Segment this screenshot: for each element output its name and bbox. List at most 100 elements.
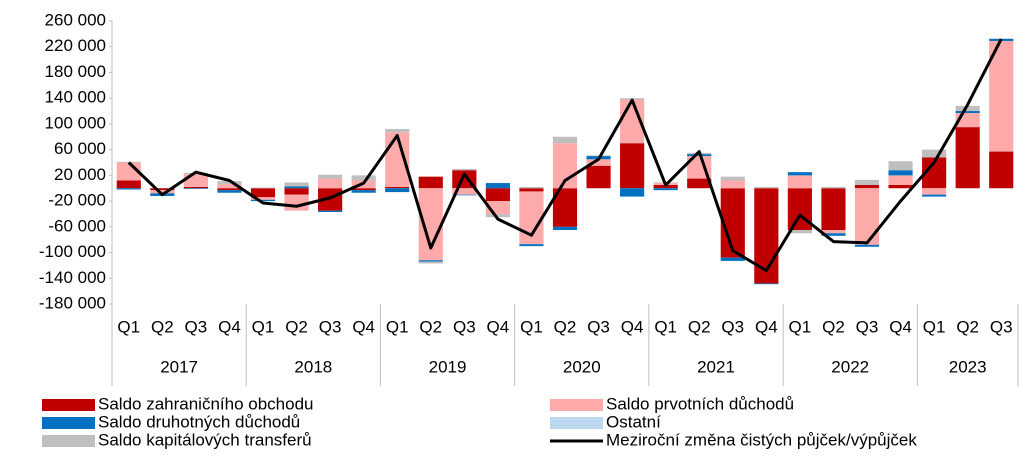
bar-segment	[955, 127, 980, 189]
bar-segment	[586, 159, 611, 166]
x-tick-label: Q4	[218, 317, 241, 336]
bar-segment	[217, 190, 242, 193]
bar-segment	[922, 149, 947, 158]
legend-swatch	[42, 399, 95, 411]
x-tick-label: Q2	[554, 317, 577, 336]
legend-swatch	[42, 417, 95, 429]
bar-segment	[687, 178, 712, 189]
bar-segment	[888, 170, 913, 176]
bar-segment	[720, 176, 745, 181]
year-label: 2017	[160, 357, 198, 376]
bar-segment	[318, 210, 343, 213]
bar-segment	[217, 188, 242, 191]
y-tick-label: -100 000	[39, 242, 106, 261]
bar-segment	[385, 186, 410, 189]
bar-segment	[955, 111, 980, 113]
x-tick-label: Q3	[453, 317, 476, 336]
x-tick-label: Q2	[956, 317, 979, 336]
x-tick-label: Q2	[822, 317, 845, 336]
x-tick-label: Q3	[990, 317, 1013, 336]
bar-segment	[351, 190, 376, 193]
x-tick-label: Q2	[688, 317, 711, 336]
bar-segment	[720, 180, 745, 189]
legend-swatch	[550, 399, 603, 411]
y-tick-label: -20 000	[48, 191, 106, 210]
bar-segment	[183, 188, 208, 189]
bar-segment	[250, 199, 276, 202]
bar-segment	[720, 257, 745, 261]
bar-segment	[586, 155, 611, 157]
bar-segment	[754, 188, 779, 284]
bar-segment	[284, 182, 309, 187]
x-tick-label: Q1	[252, 317, 275, 336]
y-tick-label: -60 000	[48, 216, 106, 235]
bar-segment	[183, 174, 208, 187]
legend-label: Saldo prvotních důchodů	[606, 394, 794, 413]
bar-segment	[385, 188, 410, 193]
legend-swatch	[42, 435, 95, 447]
y-tick-label: -180 000	[39, 293, 106, 312]
year-label: 2021	[697, 357, 735, 376]
legend-label: Saldo druhotných důchodů	[98, 412, 300, 431]
bar-segment	[116, 188, 141, 190]
y-tick-label: 220 000	[45, 36, 106, 55]
bar-segment	[989, 40, 1014, 152]
bar-segment	[385, 129, 410, 133]
bar-segment	[318, 178, 343, 189]
year-label: 2022	[831, 357, 869, 376]
y-tick-label: 140 000	[45, 88, 106, 107]
bar-segment	[284, 188, 309, 195]
x-tick-label: Q4	[889, 317, 912, 336]
x-tick-label: Q4	[352, 317, 375, 336]
bar-segment	[854, 179, 880, 186]
bar-segment	[519, 188, 544, 192]
bar-segment	[653, 188, 678, 191]
bar-segment	[955, 105, 980, 112]
year-label: 2023	[949, 357, 987, 376]
x-tick-label: Q4	[621, 317, 644, 336]
bar-segment	[217, 181, 242, 185]
x-tick-label: Q2	[151, 317, 174, 336]
bar-segment	[787, 172, 812, 176]
year-label: 2020	[563, 357, 601, 376]
bar-segment	[485, 188, 510, 202]
legend-label: Ostatní	[606, 412, 661, 431]
bar-segment	[888, 175, 913, 186]
x-tick-label: Q3	[319, 317, 342, 336]
line	[127, 38, 1003, 273]
bar-segment	[787, 175, 812, 189]
y-tick-label: 60 000	[54, 139, 106, 158]
bar-segment	[821, 186, 846, 189]
y-tick-label: 20 000	[54, 165, 106, 184]
bar-segment	[620, 188, 645, 197]
x-tick-label: Q4	[755, 317, 778, 336]
bar-segment	[787, 230, 812, 234]
x-tick-label: Q2	[285, 317, 308, 336]
bar-segment	[418, 176, 443, 189]
x-tick-label: Q2	[419, 317, 442, 336]
bar-segment	[284, 186, 309, 189]
bar-segment	[519, 186, 544, 189]
bar-segment	[116, 161, 141, 163]
bar-segment	[552, 226, 578, 231]
bar-segment	[586, 165, 611, 189]
y-tick-label: 260 000	[45, 10, 106, 29]
bar-segment	[183, 186, 208, 189]
legend-label: Meziroční změna čistých půjček/výpůjček	[606, 430, 917, 449]
bar-segment	[620, 143, 645, 189]
bar-segment	[854, 188, 880, 245]
y-tick-label: 180 000	[45, 62, 106, 81]
x-tick-label: Q1	[520, 317, 543, 336]
bar-segment	[888, 185, 913, 189]
bar-segment	[452, 194, 477, 196]
x-tick-label: Q3	[856, 317, 879, 336]
bar-segment	[854, 244, 880, 247]
x-tick-label: Q4	[487, 317, 510, 336]
bar-segment	[485, 183, 510, 189]
x-tick-label: Q3	[587, 317, 610, 336]
legend-label: Saldo zahraničního obchodu	[98, 394, 314, 413]
x-tick-label: Q1	[789, 317, 812, 336]
x-tick-label: Q3	[185, 317, 208, 336]
y-tick-label: -140 000	[39, 268, 106, 287]
year-label: 2019	[429, 357, 467, 376]
